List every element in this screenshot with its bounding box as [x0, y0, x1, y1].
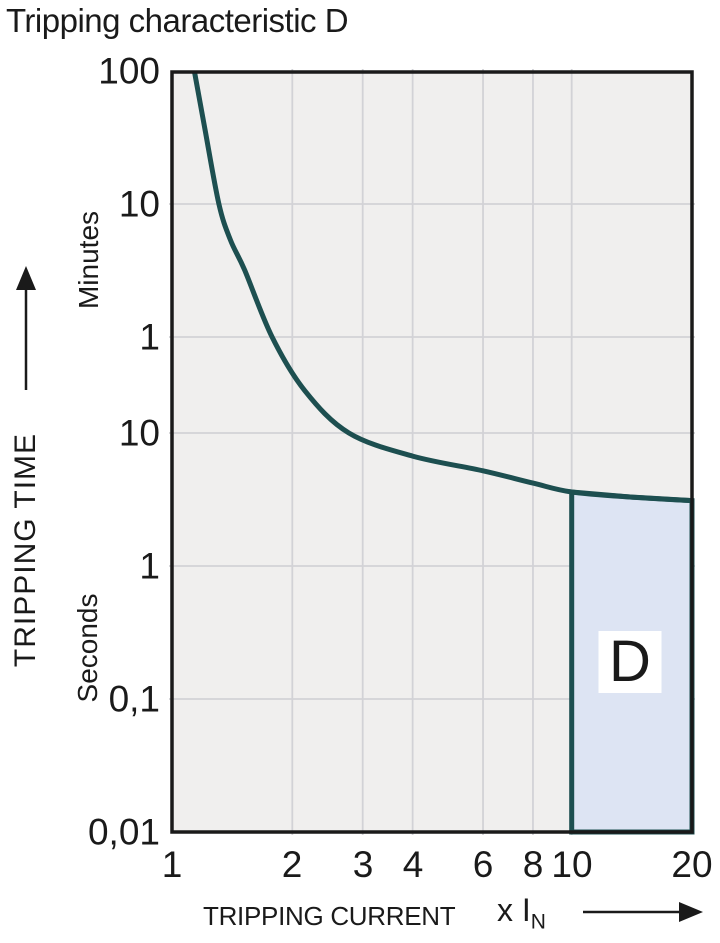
y-tick-label: 10 — [118, 412, 160, 454]
y-tick-label: 0,01 — [87, 811, 160, 853]
region-label-d: D — [598, 631, 662, 693]
y-axis-title: TRIPPING TIME — [9, 432, 42, 668]
x-tick-label: 6 — [472, 844, 494, 885]
y-tick-label: 10 — [118, 183, 160, 225]
x-axis-unit: x IN — [497, 894, 546, 932]
y-tick-label: 0,1 — [108, 678, 160, 720]
x-tick-label: 10 — [551, 844, 593, 885]
y-axis-unit-minutes: Minutes — [73, 210, 104, 310]
y-axis-unit-seconds: Seconds — [72, 593, 103, 703]
x-tick-label: 3 — [352, 844, 374, 885]
x-tick-label: 1 — [161, 844, 183, 885]
plot-frame — [170, 70, 694, 834]
y-tick-label: 1 — [139, 545, 160, 587]
x-tick-label: 4 — [402, 844, 424, 885]
chart-title: Tripping characteristic D — [6, 2, 349, 39]
tripping-curve — [192, 72, 693, 504]
x-tick-label: 8 — [522, 844, 544, 885]
x-tick-label: 20 — [671, 844, 713, 885]
y-tick-label: 100 — [98, 50, 160, 92]
x-axis-unit-base: x I — [497, 892, 531, 928]
x-tick-label: 2 — [281, 844, 303, 885]
x-axis-direction-arrow-icon — [583, 902, 703, 922]
y-axis-direction-arrow-icon — [16, 266, 36, 390]
y-tick-label: 1 — [139, 316, 160, 358]
x-axis-title: TRIPPING CURRENT — [203, 901, 456, 931]
x-axis-unit-subscript: N — [530, 910, 546, 934]
